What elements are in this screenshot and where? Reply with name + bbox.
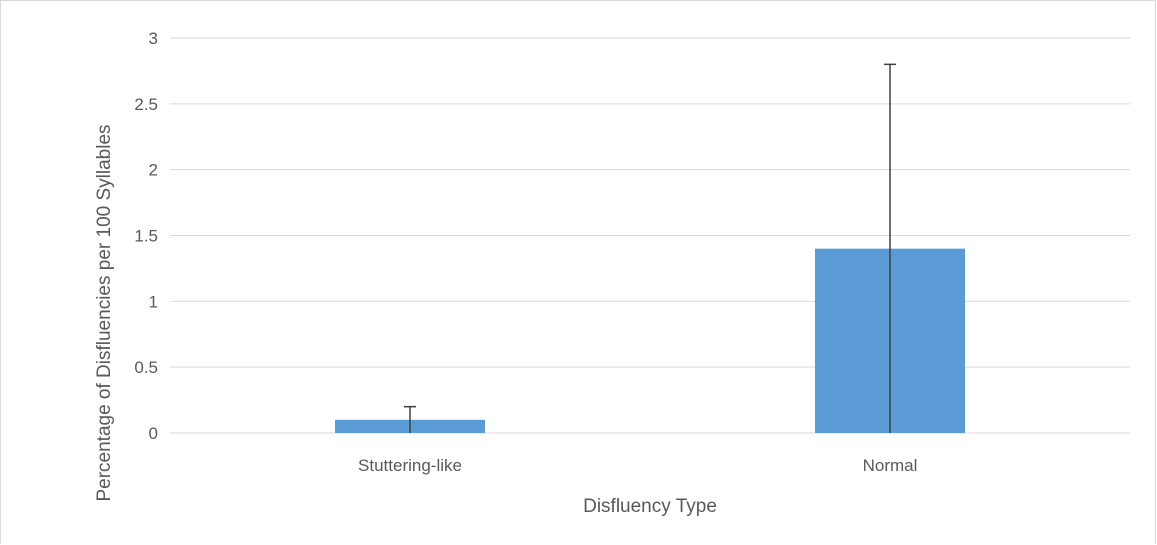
- y-axis-title: Percentage of Disfluencies per 100 Sylla…: [94, 124, 115, 501]
- x-tick-label: Stuttering-like: [358, 456, 462, 475]
- y-tick-label: 2: [149, 161, 158, 180]
- y-tick-label: 2.5: [134, 95, 158, 114]
- y-tick-label: 1.5: [134, 227, 158, 246]
- y-tick-label: 1: [149, 292, 158, 311]
- gridlines: [170, 37, 1130, 434]
- x-tick-label: Normal: [863, 456, 918, 475]
- x-tick-labels: Stuttering-like Normal: [358, 456, 917, 475]
- bars: [335, 248, 965, 433]
- y-tick-label: 0.5: [134, 358, 158, 377]
- x-axis-title: Disfluency Type: [583, 496, 717, 517]
- y-tick-label: 3: [149, 29, 158, 48]
- error-bars: [404, 63, 896, 433]
- y-tick-labels: 0 0.5 1 1.5 2 2.5 3: [134, 29, 158, 443]
- y-tick-label: 0: [149, 424, 158, 443]
